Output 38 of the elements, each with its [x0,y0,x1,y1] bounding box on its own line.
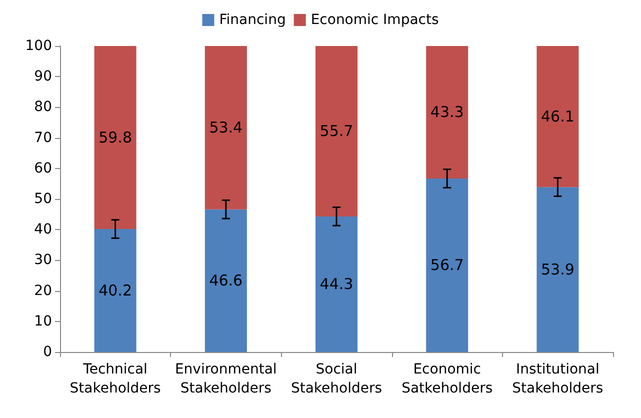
data-label: 44.3 [320,275,354,294]
bar [204,209,247,352]
bar [204,46,247,210]
x-tick-label: Institutional Stakeholders [512,362,604,396]
legend-label: Economic Impacts [310,12,439,28]
x-tick-label: Economic Satkeholders [402,362,493,396]
x-tick-label: Technical Stakeholders [70,362,161,396]
y-tick-label: 0 [43,344,52,360]
y-tick-label: 40 [34,222,52,238]
data-label: 46.6 [209,272,243,290]
x-tick-label: Environmental Stakeholders [174,362,277,396]
legend-label: Financing [219,12,286,28]
bar [426,178,468,352]
bar [94,228,136,352]
data-label: 40.2 [98,281,132,300]
data-label: 59.8 [98,128,132,146]
data-label: 56.7 [430,256,464,274]
data-label: 55.7 [320,122,354,140]
y-tick-label: 30 [34,252,52,268]
data-label: 53.4 [209,118,243,137]
data-label: 53.9 [540,260,574,279]
bar [536,187,579,352]
y-tick-label: 100 [25,38,52,54]
bar [315,46,358,216]
y-tick-label: 60 [34,160,52,176]
y-tick-label: 90 [34,68,52,85]
y-tick-label: 80 [34,99,52,116]
data-label: 46.1 [540,108,574,126]
data-label: 43.3 [430,103,464,122]
bar [315,216,358,352]
bar [94,46,136,229]
y-tick-label: 50 [34,191,52,207]
y-tick-label: 20 [34,282,52,299]
y-tick-label: 10 [34,313,52,330]
bar [426,46,468,178]
bar [536,46,579,188]
y-tick-label: 70 [34,130,52,146]
x-tick-label: Social Stakeholders [290,362,382,396]
